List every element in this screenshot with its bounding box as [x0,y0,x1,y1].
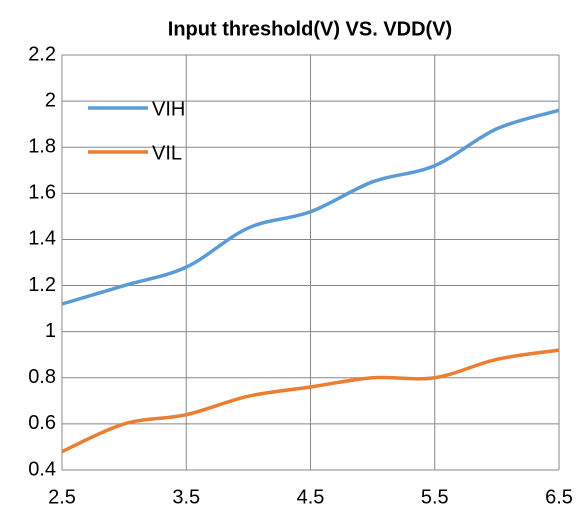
y-tick-label: 0.4 [28,458,56,480]
chart-title: Input threshold(V) VS. VDD(V) [168,18,452,40]
legend-label: VIL [152,142,182,164]
y-tick-label: 0.8 [28,366,56,388]
y-tick-label: 1.6 [28,182,56,204]
y-tick-label: 0.6 [28,412,56,434]
legend-label: VIH [152,98,185,120]
y-tick-label: 2 [45,89,56,111]
y-tick-label: 1.4 [28,228,56,250]
x-tick-label: 6.5 [545,486,573,508]
series-line [61,108,560,306]
y-tick-label: 1 [45,320,56,342]
x-tick-label: 5.5 [421,486,449,508]
y-tick-label: 1.8 [28,136,56,158]
x-tick-label: 2.5 [48,486,76,508]
x-tick-label: 4.5 [297,486,325,508]
y-tick-label: 2.2 [28,43,56,65]
series-line [61,348,560,454]
y-tick-label: 1.2 [28,274,56,296]
x-tick-label: 3.5 [172,486,200,508]
